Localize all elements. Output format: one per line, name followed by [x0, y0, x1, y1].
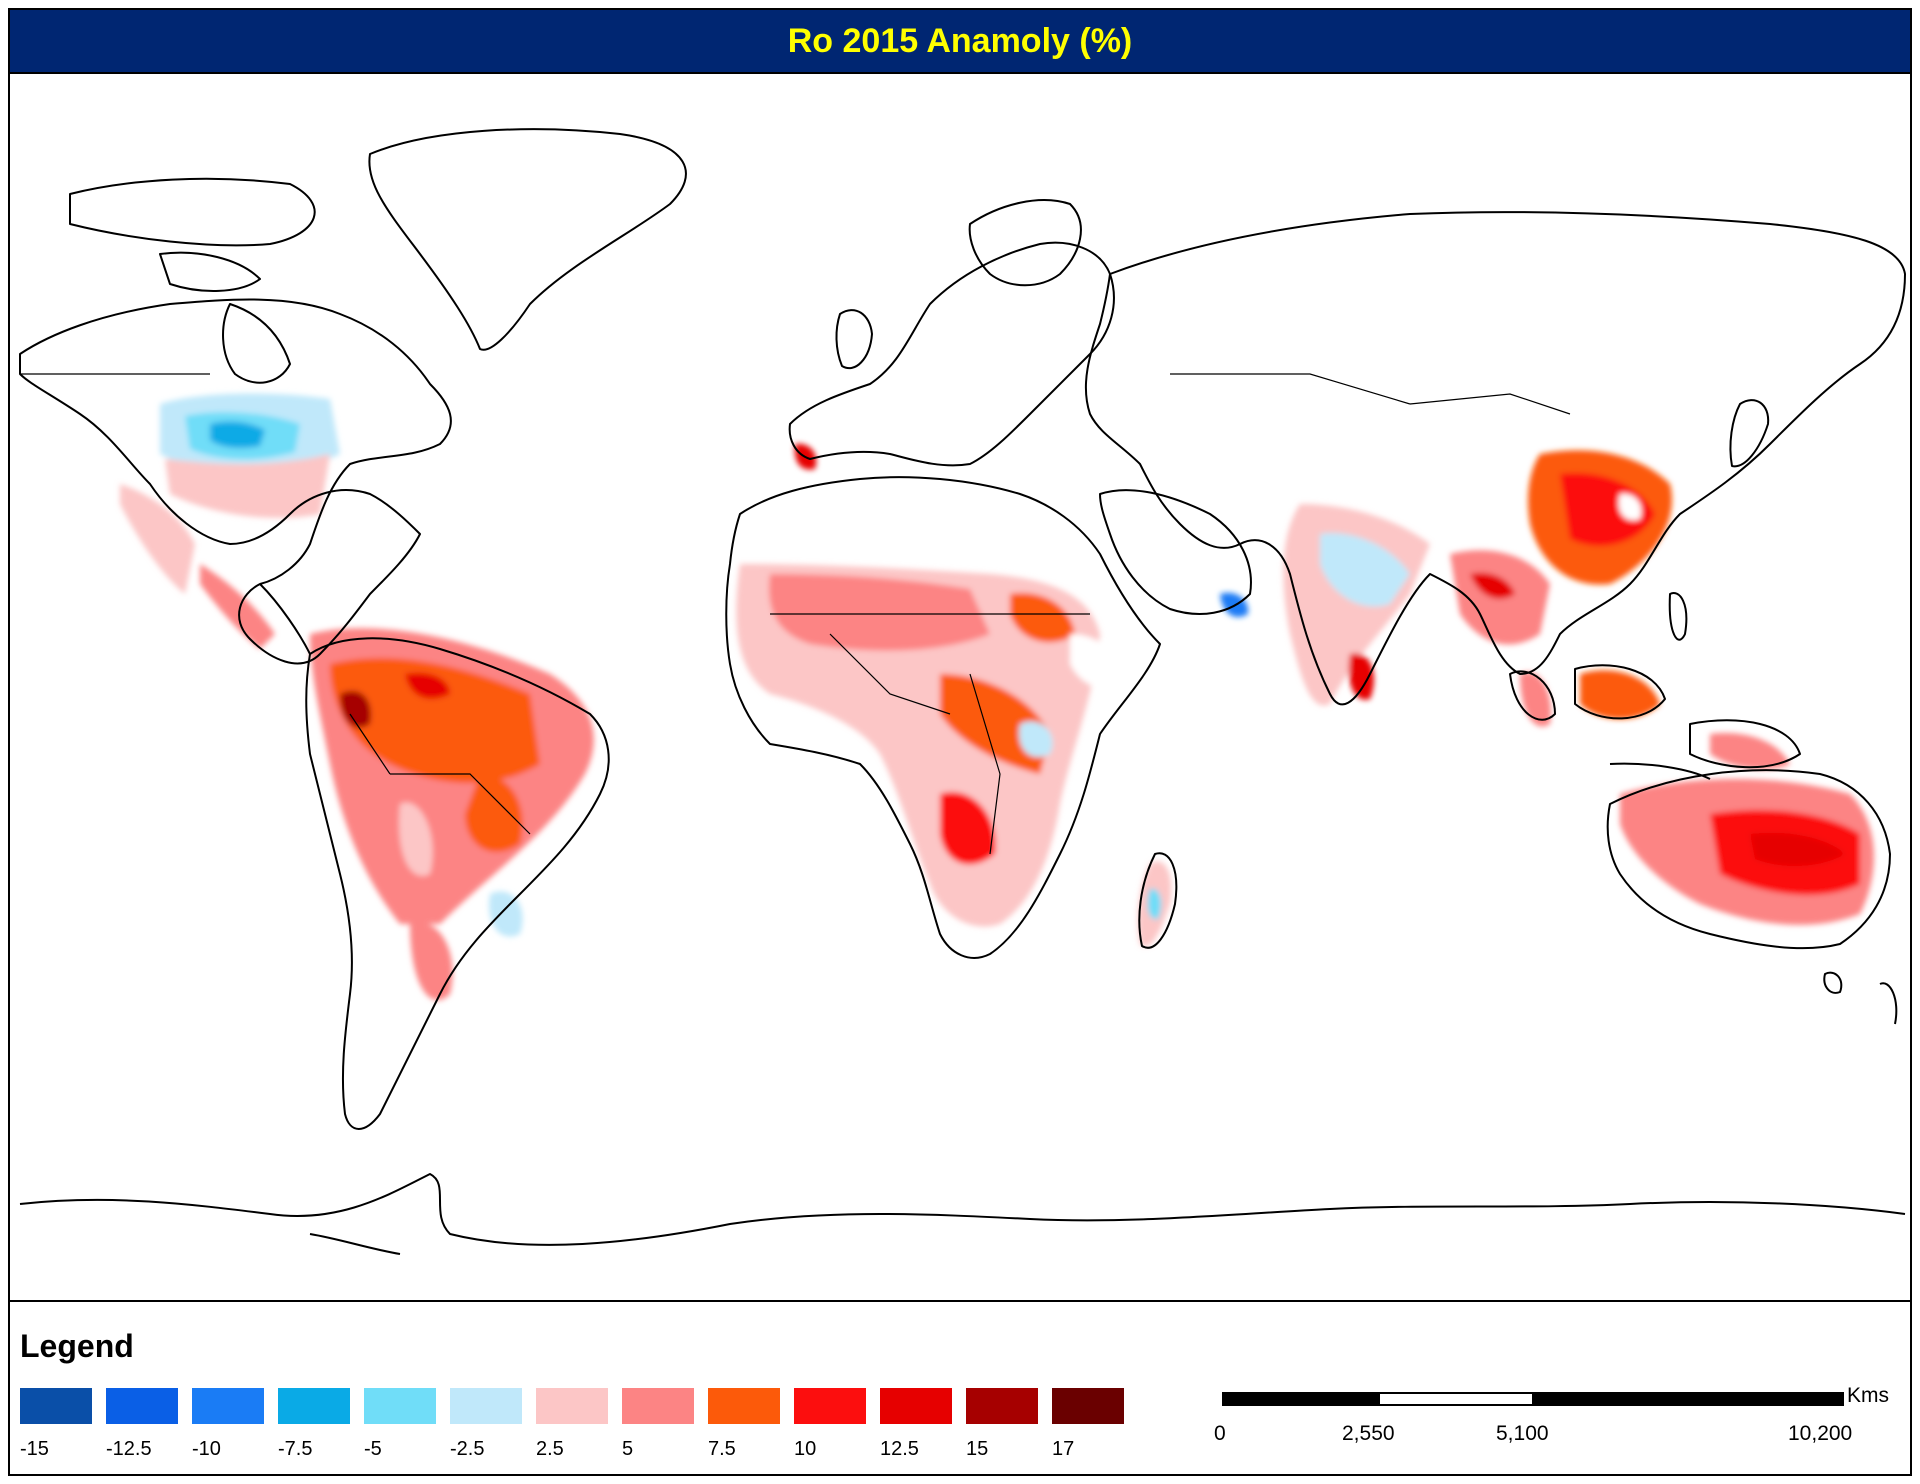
- australia-outline: [1606, 769, 1891, 950]
- coastlines: [19, 128, 1906, 1255]
- legend-label: -2.5: [450, 1438, 485, 1460]
- legend-label: -15: [20, 1438, 49, 1460]
- scale-label-0: 0: [1214, 1422, 1226, 1445]
- legend-swatch: [450, 1388, 522, 1424]
- world-map: [19, 128, 1906, 1255]
- legend-title: Legend: [20, 1328, 134, 1364]
- scale-label-2: 5,100: [1496, 1422, 1549, 1445]
- scale-segment-3: [1534, 1392, 1844, 1406]
- country-borders: [20, 373, 1571, 855]
- scale-unit: Kms: [1847, 1384, 1889, 1407]
- legend-divider: [10, 1300, 1910, 1302]
- legend-item: 7.5: [708, 1388, 780, 1460]
- legend-label: -5: [364, 1438, 382, 1460]
- legend-item: -7.5: [278, 1388, 350, 1460]
- legend-item: -5: [364, 1388, 436, 1460]
- europe-outline: [788, 241, 1115, 467]
- north-america-outline: [19, 298, 452, 665]
- legend-label: 7.5: [708, 1438, 736, 1460]
- south-america-outline: [305, 637, 610, 1130]
- map-frame: Ro 2015 Anamoly (%): [8, 8, 1912, 1476]
- legend-swatch: [536, 1388, 608, 1424]
- legend-label: -7.5: [278, 1438, 313, 1460]
- legend-label: -10: [192, 1438, 221, 1460]
- legend-label: 17: [1052, 1438, 1075, 1460]
- legend-swatch: [708, 1388, 780, 1424]
- legend-swatch: [278, 1388, 350, 1424]
- legend-swatches: -15 -12.5 -10 -7.5 -5 -2.5 2.5 5 7.5 10 12.5 15 17: [20, 1388, 1130, 1478]
- legend-swatch: [192, 1388, 264, 1424]
- legend-item: 5: [622, 1388, 694, 1460]
- legend-swatch: [1052, 1388, 1124, 1424]
- legend-label: 2.5: [536, 1438, 564, 1460]
- legend-item: 12.5: [880, 1388, 952, 1460]
- anomaly-fields: [120, 393, 1874, 1001]
- scale-bar: Kms 0 2,550 5,100 10,200: [1210, 1384, 1910, 1472]
- legend-label: 5: [622, 1438, 634, 1460]
- legend-swatch: [106, 1388, 178, 1424]
- asia-outline: [1084, 211, 1906, 706]
- legend-label: 15: [966, 1438, 989, 1460]
- legend-item: -2.5: [450, 1388, 522, 1460]
- scale-label-1: 2,550: [1342, 1422, 1395, 1445]
- legend-swatch: [794, 1388, 866, 1424]
- map-title: Ro 2015 Anamoly (%): [787, 21, 1133, 60]
- legend-label: 12.5: [880, 1438, 919, 1460]
- antarctica-outline: [19, 1173, 1906, 1246]
- africa-positive-anomaly: [736, 564, 1100, 927]
- legend-item: -12.5: [106, 1388, 178, 1460]
- legend-item: 2.5: [536, 1388, 608, 1460]
- title-bar: Ro 2015 Anamoly (%): [10, 10, 1910, 74]
- scale-segment-2: [1378, 1392, 1534, 1406]
- greenland-outline: [368, 128, 687, 351]
- legend-swatch: [20, 1388, 92, 1424]
- legend-item: -10: [192, 1388, 264, 1460]
- scale-label-3: 10,200: [1788, 1422, 1853, 1445]
- legend-swatch: [622, 1388, 694, 1424]
- legend-swatch: [966, 1388, 1038, 1424]
- legend-item: 15: [966, 1388, 1038, 1460]
- legend-item: -15: [20, 1388, 92, 1460]
- scale-segment-1: [1222, 1392, 1378, 1406]
- legend-item: 10: [794, 1388, 866, 1460]
- legend-label: 10: [794, 1438, 817, 1460]
- africa-outline: [725, 476, 1161, 959]
- legend-item: 17: [1052, 1388, 1124, 1460]
- legend-swatch: [364, 1388, 436, 1424]
- legend-swatch: [880, 1388, 952, 1424]
- legend-label: -12.5: [106, 1438, 152, 1460]
